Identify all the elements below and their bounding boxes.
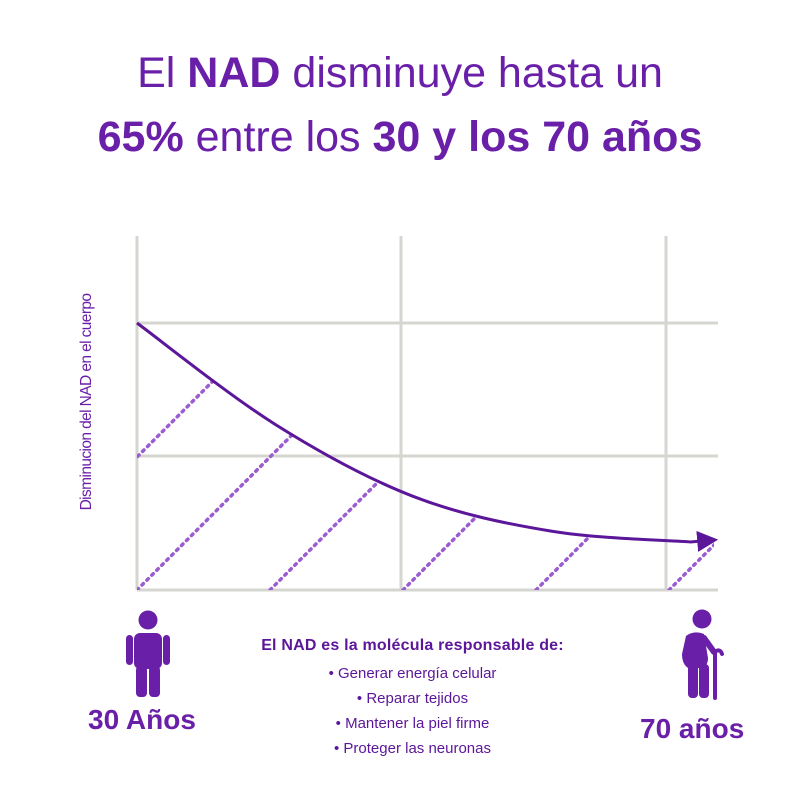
- hatch-line: [667, 323, 714, 590]
- hatch-line: [401, 323, 705, 590]
- info-list: Generar energía celular Reparar tejidos …: [205, 661, 620, 761]
- young-person-icon: [126, 610, 170, 697]
- info-item-neurons: Proteger las neuronas: [205, 736, 620, 761]
- headline-bold-nad: NAD: [187, 49, 281, 97]
- headline-text: entre los: [183, 113, 373, 161]
- start-age-label: 30 Años: [88, 704, 196, 735]
- hatch-line: [534, 323, 714, 590]
- hatch-line: [137, 323, 439, 590]
- headline-line-2: 65% entre los 30 y los 70 años: [0, 116, 800, 159]
- chart-series: [136, 321, 719, 552]
- headline-bold-ages: 30 y los 70 años: [372, 113, 703, 161]
- headline-bold-percent: 65%: [97, 113, 184, 161]
- headline-text: El: [137, 49, 188, 97]
- series-line: [136, 321, 719, 552]
- headline-line-1: El NAD disminuye hasta un: [0, 52, 800, 95]
- info-item-skin: Mantener la piel firme: [205, 711, 620, 736]
- info-item-energy: Generar energía celular: [205, 661, 620, 686]
- info-title: El NAD es la molécula responsable de:: [261, 637, 564, 654]
- info-box: El NAD es la molécula responsable de: Ge…: [205, 637, 620, 761]
- chart-grid: [135, 236, 718, 592]
- info-item-tissue: Reparar tejidos: [205, 686, 620, 711]
- hatch-line: [268, 323, 572, 590]
- headline-text: disminuye hasta un: [280, 49, 663, 97]
- end-age-label: 70 años: [640, 713, 745, 744]
- y-axis-label: Disminucion del NAD en el cuerpo: [78, 293, 95, 511]
- elderly-person-with-cane-icon: [682, 609, 724, 700]
